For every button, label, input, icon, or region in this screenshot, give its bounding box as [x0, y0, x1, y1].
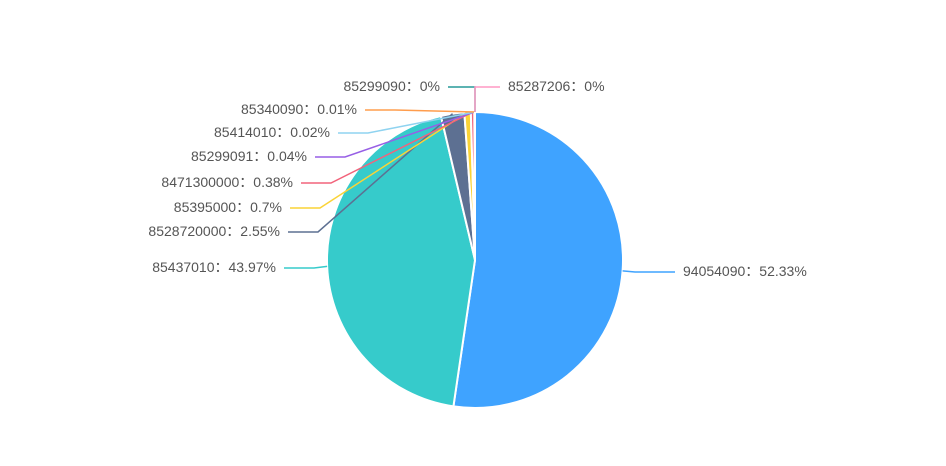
data-label: 94054090：52.33% [683, 263, 807, 279]
label-line [288, 113, 454, 233]
label-name: 85299091 [191, 148, 254, 164]
data-label: 85414010：0.02% [214, 124, 330, 140]
label-separator: ： [226, 223, 240, 239]
label-line [290, 111, 468, 209]
label-name: 85414010 [214, 124, 277, 140]
label-line [315, 111, 475, 158]
label-name: 94054090 [683, 263, 746, 279]
label-name: 85340090 [241, 101, 304, 117]
data-label: 85299091：0.04% [191, 148, 307, 164]
label-value: 0% [584, 78, 604, 94]
label-name: 8471300000 [161, 174, 239, 190]
data-label: 8471300000：0.38% [161, 174, 293, 190]
pie-slice [326, 114, 477, 408]
label-value: 0.01% [317, 101, 357, 117]
label-name: 85395000 [174, 199, 237, 215]
label-value: 0.7% [250, 199, 282, 215]
label-value: 52.33% [759, 263, 806, 279]
label-value: 2.55% [240, 223, 280, 239]
label-value: 0% [420, 78, 440, 94]
label-line [365, 109, 475, 113]
label-value: 43.97% [229, 259, 276, 275]
label-separator: ： [236, 199, 250, 215]
pie-slice [452, 110, 624, 409]
label-separator: ： [745, 263, 759, 279]
label-separator: ： [239, 174, 253, 190]
label-separator: ： [406, 78, 420, 94]
label-line [284, 265, 328, 269]
label-line [338, 111, 475, 134]
data-label: 85437010：43.97% [152, 259, 276, 275]
label-value: 0.04% [267, 148, 307, 164]
label-line [448, 86, 476, 112]
data-label: 85299090：0% [343, 78, 440, 94]
label-name: 85299090 [343, 78, 406, 94]
label-line [301, 111, 473, 184]
label-separator: ： [215, 259, 229, 275]
data-label: 8528720000：2.55% [148, 223, 280, 239]
label-line [474, 86, 500, 112]
label-name: 85437010 [152, 259, 215, 275]
data-label: 85395000：0.7% [174, 199, 282, 215]
label-separator: ： [276, 124, 290, 140]
label-name: 85287206 [508, 78, 571, 94]
label-value: 0.38% [253, 174, 293, 190]
data-label: 85287206：0% [508, 78, 605, 94]
label-value: 0.02% [290, 124, 330, 140]
label-separator: ： [303, 101, 317, 117]
data-label: 85340090：0.01% [241, 101, 357, 117]
label-name: 8528720000 [148, 223, 226, 239]
label-line [622, 270, 675, 273]
label-separator: ： [570, 78, 584, 94]
label-separator: ： [253, 148, 267, 164]
